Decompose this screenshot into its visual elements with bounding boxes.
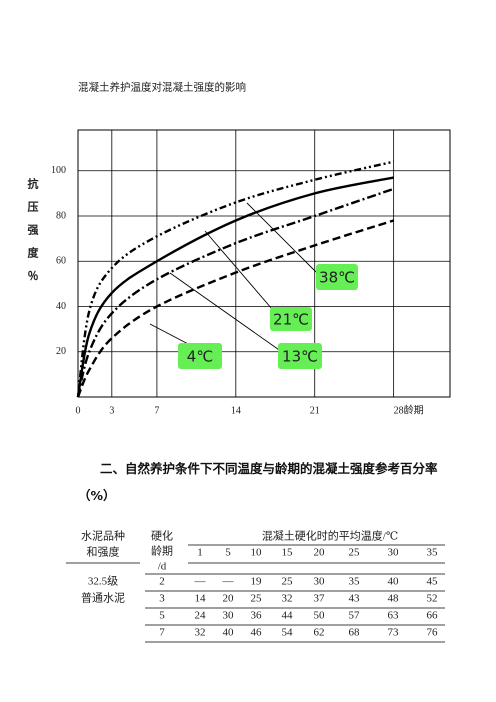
- table-cell: 76: [427, 627, 439, 639]
- table-cell: 32: [195, 627, 206, 639]
- table-header: 和强度: [87, 545, 120, 559]
- x-tick-label: 0: [76, 405, 81, 416]
- table-cell: 20: [314, 547, 326, 559]
- table-header: 龄期: [151, 544, 173, 558]
- series-label: 38℃: [319, 269, 355, 287]
- table-header: /d: [158, 561, 167, 573]
- table-cell: 普通水泥: [81, 591, 125, 605]
- label-arrow: [204, 230, 273, 310]
- y-tick-label: 100: [51, 165, 66, 176]
- series-label: 13℃: [282, 348, 318, 366]
- label-arrow: [246, 202, 317, 273]
- table-cell: 37: [314, 593, 326, 605]
- x-tick-label: 7: [154, 405, 159, 416]
- table-cell: 30: [223, 610, 235, 622]
- section-heading: 二、自然养护条件下不同温度与龄期的混凝土强度参考百分率（%）: [78, 461, 438, 503]
- x-tick-label: 21: [310, 405, 320, 416]
- table-cell: 36: [251, 610, 263, 622]
- table-cell: 25: [282, 576, 294, 588]
- table-cell: 40: [388, 576, 400, 588]
- table-cell: 30: [314, 576, 326, 588]
- y-tick-label: 40: [56, 301, 66, 312]
- table-cell: 15: [282, 547, 294, 559]
- y-tick-label: 20: [56, 346, 66, 357]
- table-cell: 54: [282, 627, 294, 639]
- label-arrow: [169, 272, 283, 353]
- table-cell: 68: [349, 627, 361, 639]
- table-cell: —: [222, 576, 235, 588]
- series-label: 4℃: [187, 348, 213, 366]
- table-cell: 2: [159, 576, 165, 588]
- table-header: 水泥品种: [81, 529, 125, 543]
- table-cell: 30: [388, 547, 400, 559]
- table-cell: 66: [427, 610, 439, 622]
- table-cell: 43: [349, 593, 361, 605]
- table-header: 混凝土硬化时的平均温度/℃: [262, 529, 398, 543]
- table-cell: 35: [427, 547, 439, 559]
- table-cell: 52: [427, 593, 438, 605]
- table-cell: 40: [223, 627, 235, 639]
- table-cell: 5: [159, 610, 165, 622]
- table-cell: 5: [225, 547, 231, 559]
- table-cell: 45: [427, 576, 439, 588]
- table-cell: 44: [282, 610, 294, 622]
- plot-frame: [77, 129, 451, 398]
- table-cell: 50: [314, 610, 326, 622]
- series-line: [76, 219, 394, 398]
- table-cell: 25: [349, 547, 361, 559]
- series-line: [76, 187, 395, 398]
- table-cell: 19: [251, 576, 263, 588]
- series-label-box: [316, 264, 358, 290]
- series-line: [76, 176, 394, 398]
- series-label-box: [270, 307, 312, 331]
- y-tick-label: 80: [56, 210, 66, 221]
- table-cell: 48: [388, 593, 400, 605]
- table-cell: 32.5级: [88, 575, 118, 588]
- series-line: [76, 160, 394, 398]
- table-cell: 32: [282, 593, 293, 605]
- table-cell: 1: [197, 547, 203, 559]
- table-cell: 10: [251, 547, 263, 559]
- table-cell: 62: [314, 627, 325, 639]
- table-cell: 25: [251, 593, 263, 605]
- series-label-box: [278, 343, 322, 369]
- label-arrow: [149, 323, 193, 347]
- table-cell: 63: [388, 610, 400, 622]
- x-tick-label: 28龄期: [394, 403, 424, 416]
- table-cell: —: [194, 576, 207, 588]
- table-header: 硬化: [151, 529, 173, 543]
- table-cell: 7: [159, 627, 165, 639]
- table-cell: 20: [223, 593, 235, 605]
- series-label: 21℃: [273, 311, 309, 329]
- table-cell: 24: [195, 610, 207, 622]
- table-cell: 35: [349, 576, 361, 588]
- table-cell: 73: [388, 627, 400, 639]
- table-cell: 14: [195, 593, 207, 605]
- series-label-box: [178, 343, 222, 369]
- x-tick-label: 3: [109, 405, 114, 416]
- table-cell: 46: [251, 627, 263, 639]
- y-axis-label: 抗压强度％: [26, 177, 39, 293]
- table-cell: 3: [159, 593, 165, 605]
- chart-title: 混凝土养护温度对混凝土强度的影响: [78, 80, 246, 93]
- table-cell: 57: [349, 610, 361, 622]
- y-tick-label: 60: [56, 256, 66, 267]
- x-tick-label: 14: [231, 405, 241, 416]
